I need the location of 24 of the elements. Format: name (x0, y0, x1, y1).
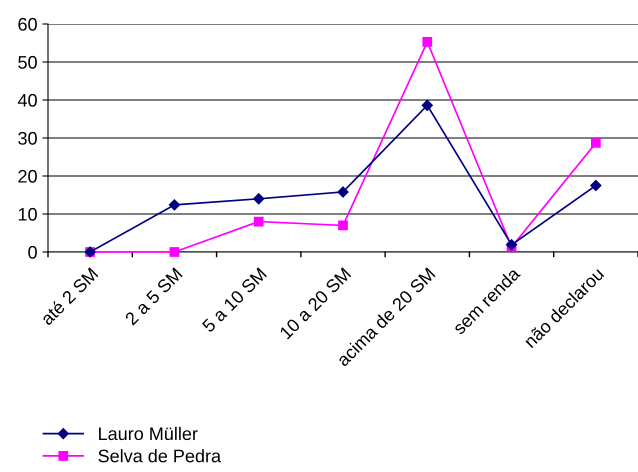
y-tick-label: 20 (18, 170, 37, 183)
x-tick-label: até 2 SM (39, 266, 98, 326)
y-tick-label: 40 (18, 94, 37, 107)
x-tick-label: 5 a 10 SM (201, 267, 268, 333)
point (254, 216, 264, 226)
point (506, 239, 518, 250)
point (337, 186, 349, 198)
y-tick-label: 10 (18, 208, 37, 221)
point (422, 100, 433, 111)
x-tick-label: 10 a 20 SM (279, 267, 352, 340)
legend-label: Lauro Müller (99, 426, 198, 440)
point (590, 180, 602, 192)
point (168, 199, 180, 210)
x-tick-label: 2 a 5 SM (124, 267, 183, 326)
legend-label: Selva de Pedra (98, 449, 222, 462)
point (590, 138, 601, 148)
y-tick-label: 30 (18, 132, 37, 145)
y-tick-label: 60 (18, 18, 37, 31)
point (253, 193, 264, 204)
point (422, 37, 432, 47)
y-tick-label: 50 (18, 56, 37, 69)
y-tick-label: 0 (28, 246, 37, 259)
point (170, 247, 180, 257)
point (338, 220, 348, 230)
